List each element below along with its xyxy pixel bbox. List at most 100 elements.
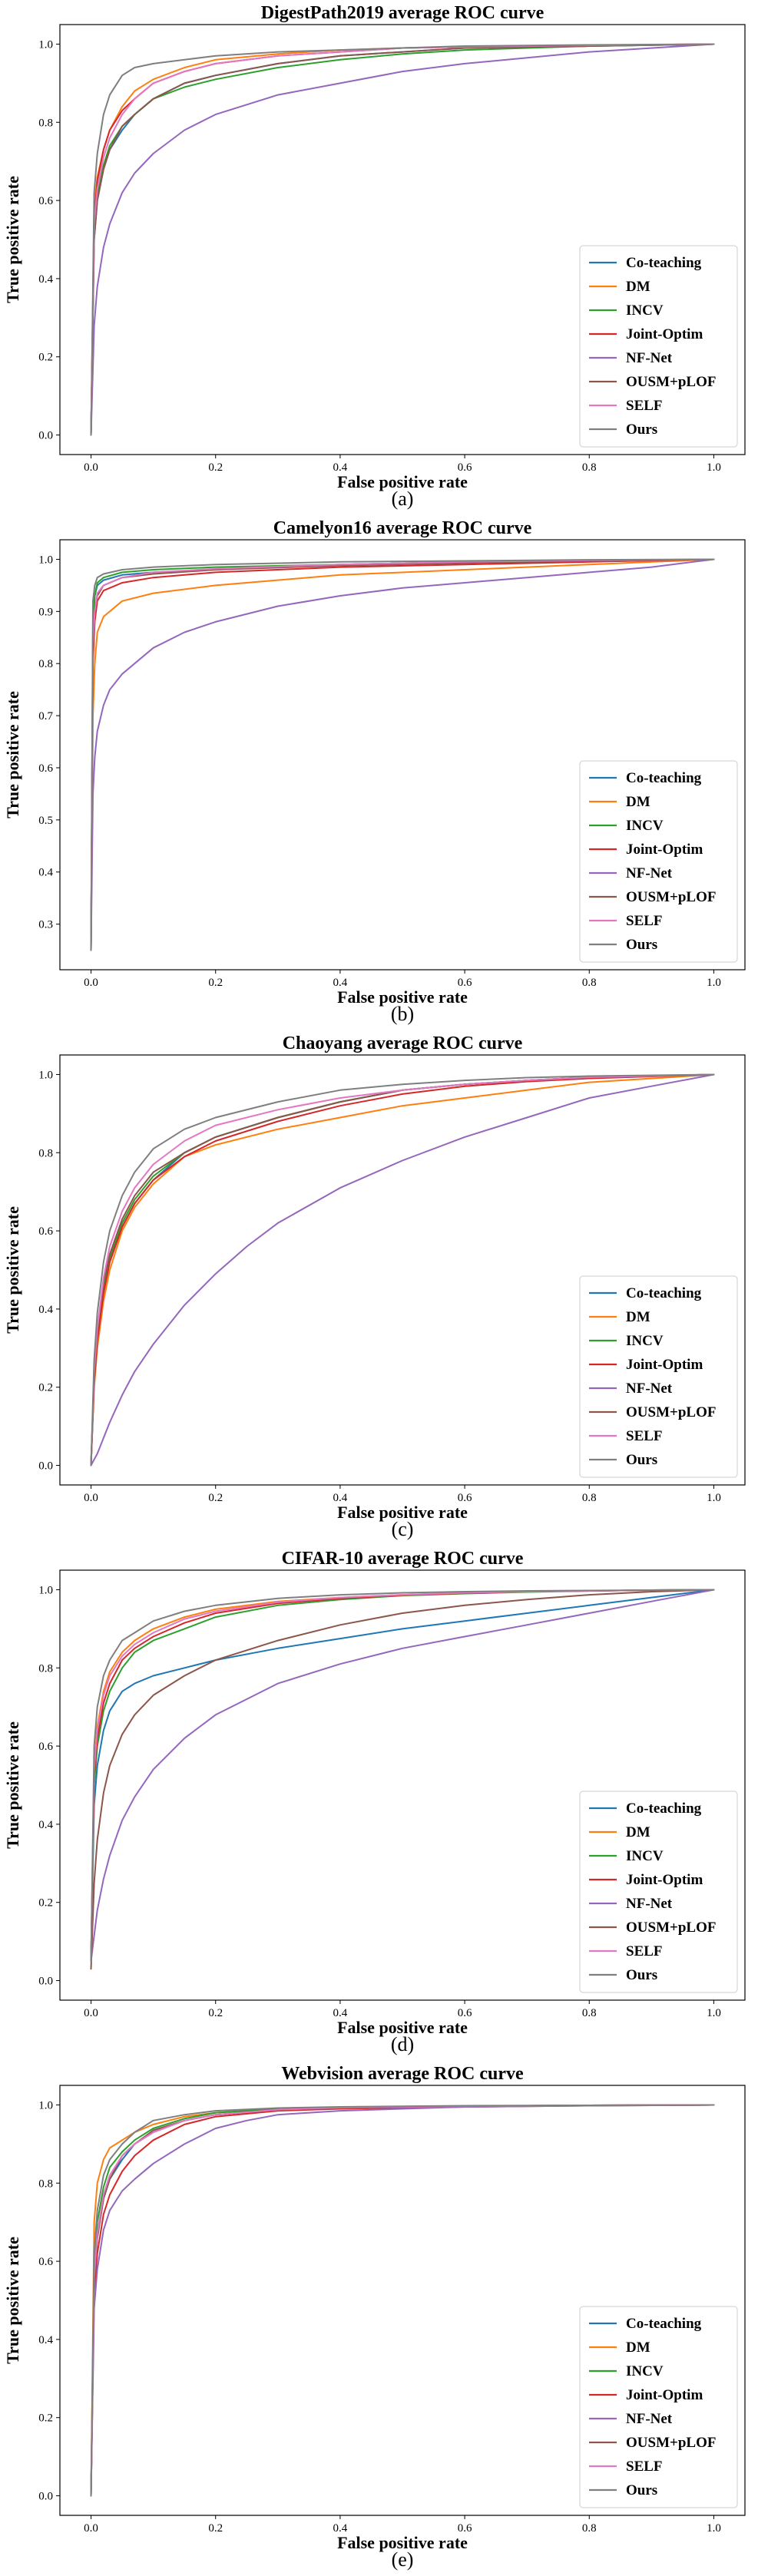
curve-group — [90, 558, 715, 951]
x-tick-label: 0.8 — [582, 2522, 597, 2535]
legend-label: Joint-Optim — [626, 842, 703, 858]
legend-box — [579, 1791, 738, 1993]
legend-label: Co-teaching — [626, 1285, 702, 1301]
y-tick-label: 0.4 — [38, 867, 53, 879]
x-tick-label: 1.0 — [707, 461, 721, 474]
legend-label: NF-Net — [626, 1381, 673, 1397]
legend-label: DM — [626, 2340, 650, 2356]
y-tick-label: 0.8 — [38, 2178, 53, 2190]
x-tick-label: 0.4 — [333, 2522, 348, 2535]
legend-label: OUSM+pLOF — [626, 1920, 716, 1936]
x-axis-label: False positive rate — [337, 1503, 468, 1522]
plot-frame — [59, 1569, 746, 2001]
x-tick-label: 0.0 — [84, 461, 98, 474]
y-tick-label: 0.0 — [38, 430, 53, 442]
legend-label: SELF — [626, 1428, 663, 1444]
roc-panel-4: CIFAR-10 average ROC curve 0.0 0.2 0.4 0.6 0.… — [3, 1549, 746, 2055]
roc-curve-ours — [90, 1589, 715, 1963]
y-tick-label: 0.6 — [38, 1741, 53, 1753]
x-axis-label: False positive rate — [337, 2018, 468, 2037]
roc-curve-co-teaching — [90, 1589, 715, 1963]
y-tick-label: 0.6 — [38, 195, 53, 207]
chart-title: CIFAR-10 average ROC curve — [282, 1549, 524, 1569]
legend: Co-teaching DM INCV Joint-Optim NF-Net OUSM+p… — [579, 245, 738, 448]
y-axis-label: True positive rate — [3, 2237, 22, 2364]
y-tick-label: 1.0 — [38, 1069, 53, 1081]
panel-caption: (b) — [391, 1003, 414, 1025]
plot-frame — [59, 1054, 746, 1486]
y-tick-label: 0.6 — [38, 1225, 53, 1238]
y-axis-label: True positive rate — [3, 1206, 22, 1334]
y-tick-label: 0.8 — [38, 658, 53, 670]
legend-label: Co-teaching — [626, 255, 702, 271]
x-tick-label: 0.4 — [333, 2007, 348, 2019]
y-axis-label: True positive rate — [3, 1721, 22, 1849]
y-tick-label: 0.6 — [38, 2256, 53, 2268]
y-tick-label: 0.6 — [38, 762, 53, 775]
y-tick-label: 0.8 — [38, 1662, 53, 1675]
x-tick-label: 0.6 — [458, 977, 472, 989]
chart-title: Camelyon16 average ROC curve — [273, 518, 532, 538]
x-tick-label: 0.0 — [84, 977, 98, 989]
y-tick-label: 0.5 — [38, 815, 53, 827]
y-axis-label: True positive rate — [3, 691, 22, 818]
x-tick-label: 0.6 — [458, 2522, 472, 2535]
roc-curve-nf-net — [90, 558, 715, 951]
roc-curve-ours — [90, 43, 715, 436]
x-tick-label: 0.2 — [208, 2522, 223, 2535]
x-tick-label: 0.6 — [458, 1492, 472, 1504]
x-tick-label: 1.0 — [707, 2007, 721, 2019]
legend-label: INCV — [626, 303, 664, 319]
x-tick-label: 0.6 — [458, 461, 472, 474]
legend-label: DM — [626, 279, 650, 295]
y-tick-label: 0.3 — [38, 919, 53, 931]
y-tick-label: 0.8 — [38, 1147, 53, 1159]
curve-group — [90, 43, 715, 436]
legend-box — [579, 2306, 738, 2508]
x-axis-label: False positive rate — [337, 987, 468, 1007]
legend-label: NF-Net — [626, 350, 673, 366]
roc-curve-self — [90, 558, 715, 951]
legend-label: Ours — [626, 1452, 657, 1468]
y-tick-label: 1.0 — [38, 2099, 53, 2111]
x-axis-label: False positive rate — [337, 472, 468, 491]
legend-box — [579, 245, 738, 448]
chart-title: Webvision average ROC curve — [281, 2064, 524, 2084]
x-tick-label: 0.0 — [84, 1492, 98, 1504]
legend-label: INCV — [626, 818, 664, 834]
y-tick-label: 0.0 — [38, 1460, 53, 1473]
legend: Co-teaching DM INCV Joint-Optim NF-Net OUSM+p… — [579, 1275, 738, 1478]
chart-title: DigestPath2019 average ROC curve — [261, 3, 545, 23]
y-tick-label: 0.4 — [38, 1819, 53, 1831]
legend-label: Co-teaching — [626, 770, 702, 786]
legend-label: NF-Net — [626, 2411, 673, 2427]
legend-label: Ours — [626, 422, 657, 438]
y-tick-label: 0.2 — [38, 1897, 53, 1910]
x-tick-label: 0.2 — [208, 977, 223, 989]
roc-panel-1: DigestPath2019 average ROC curve 0.0 0.2 0.… — [3, 3, 746, 510]
legend-label: Co-teaching — [626, 2316, 702, 2332]
legend-label: OUSM+pLOF — [626, 2435, 716, 2451]
legend-label: OUSM+pLOF — [626, 374, 716, 390]
panel-caption: (d) — [391, 2033, 414, 2055]
legend-label: Ours — [626, 2482, 657, 2498]
y-tick-label: 0.4 — [38, 2334, 53, 2346]
roc-curve-nf-net — [90, 2104, 715, 2497]
roc-curve-self — [90, 1073, 715, 1467]
y-tick-label: 0.9 — [38, 606, 53, 618]
curve-group — [90, 1589, 715, 1970]
y-tick-label: 1.0 — [38, 1584, 53, 1596]
legend-label: Ours — [626, 1967, 657, 1983]
legend-label: OUSM+pLOF — [626, 1404, 716, 1420]
x-tick-label: 0.2 — [208, 461, 223, 474]
x-tick-label: 0.8 — [582, 2007, 597, 2019]
y-tick-label: 0.2 — [38, 2412, 53, 2425]
y-tick-label: 0.0 — [38, 2491, 53, 2503]
legend-label: SELF — [626, 913, 663, 929]
roc-panel-3: Chaoyang average ROC curve 0.0 0.2 0.4 0.6 0.… — [3, 1033, 746, 1540]
legend-label: Joint-Optim — [626, 1357, 703, 1373]
legend-label: NF-Net — [626, 1896, 673, 1912]
roc-curve-joint-optim — [90, 1073, 715, 1467]
plot-frame — [59, 24, 746, 455]
